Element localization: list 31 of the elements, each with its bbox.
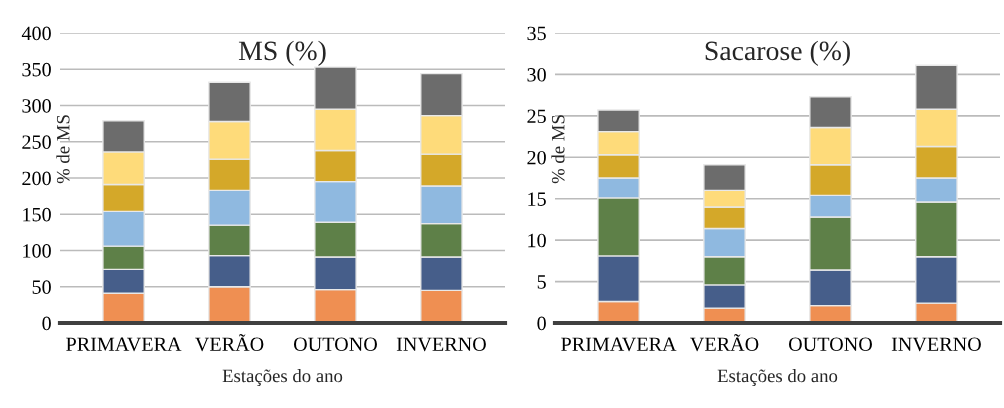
- y-tick-label: 150: [23, 207, 51, 222]
- y-tick-label: 10: [528, 233, 546, 248]
- y-tick-label: 30: [527, 68, 546, 82]
- y-tick-label: 25: [527, 109, 546, 124]
- x-tick-label: PRIMAVERA: [561, 337, 677, 352]
- y-tick-label: 250: [22, 135, 51, 149]
- x-tick-label: OUTONO: [293, 337, 377, 352]
- y-tick-label: 20: [527, 150, 546, 165]
- chart-title: Sacarose (%): [705, 40, 850, 66]
- x-tick-label: PRIMAVERA: [66, 337, 182, 352]
- x-tick-label: VERÃO: [195, 334, 264, 352]
- x-tick-label: INVERNO: [396, 337, 486, 352]
- x-tick-label: INVERNO: [891, 337, 981, 352]
- x-tick-label: VERÃO: [690, 334, 759, 352]
- y-tick-label: 15: [528, 192, 546, 206]
- y-axis-title: % de MS: [56, 115, 70, 184]
- y-tick-label: 35: [527, 26, 546, 41]
- x-tick-label: OUTONO: [788, 337, 872, 352]
- y-tick-label: 50: [32, 280, 51, 294]
- y-tick-label: 0: [537, 316, 546, 331]
- y-tick-label: 0: [42, 316, 51, 331]
- y-tick-label: 200: [22, 171, 51, 186]
- y-tick-label: 400: [21, 26, 51, 41]
- y-axis-title: % de MS: [551, 115, 565, 184]
- chart-title: MS (%): [238, 40, 326, 66]
- x-axis-title: Estações do ano: [717, 369, 838, 387]
- y-tick-label: 5: [537, 275, 546, 289]
- y-tick-label: 350: [22, 62, 51, 77]
- y-tick-label: 300: [22, 99, 51, 113]
- y-tick-label: 100: [23, 244, 51, 258]
- x-axis-title: Estações do ano: [222, 369, 343, 387]
